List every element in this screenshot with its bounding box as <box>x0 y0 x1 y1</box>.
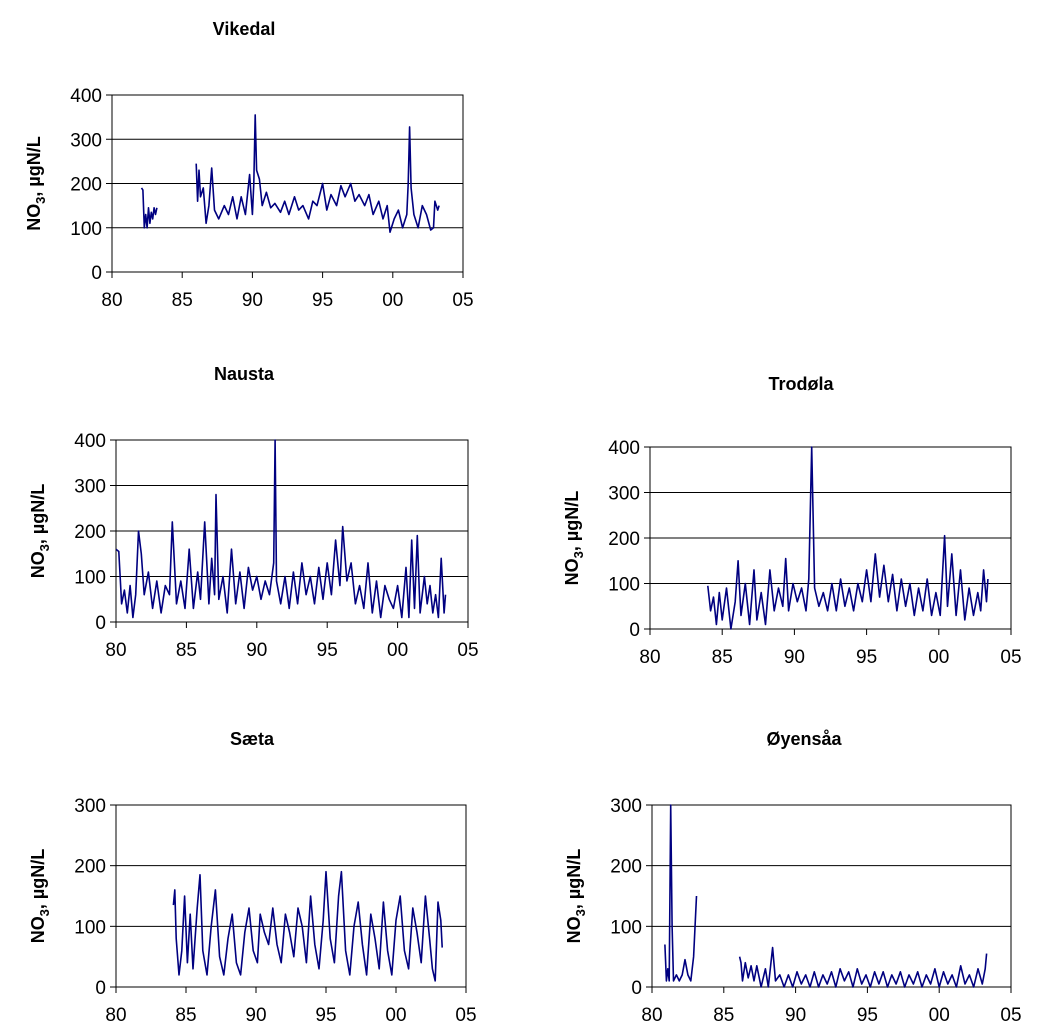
series-line <box>664 804 698 982</box>
x-tick-label: 85 <box>172 290 193 311</box>
y-tick-label: 200 <box>610 857 642 878</box>
x-tick-label: 95 <box>856 647 877 668</box>
plot-frame <box>651 804 1012 988</box>
y-tick-label: 400 <box>608 438 640 459</box>
y-tick-label: 100 <box>70 219 102 240</box>
x-tick-label: 05 <box>452 290 473 311</box>
y-tick-label: 400 <box>70 86 102 107</box>
x-tick-label: 90 <box>785 1005 806 1026</box>
y-tick-label: 300 <box>74 796 106 817</box>
x-tick-label: 80 <box>639 647 660 668</box>
x-tick-label: 90 <box>784 647 805 668</box>
x-tick-label: 80 <box>101 290 122 311</box>
y-tick-label: 0 <box>95 613 106 634</box>
chart-title: Øyensåa <box>766 729 842 749</box>
series-line <box>707 446 989 630</box>
y-tick-label: 200 <box>608 529 640 550</box>
x-tick-label: 80 <box>105 1005 126 1026</box>
x-tick-label: 90 <box>242 290 263 311</box>
x-tick-label: 85 <box>175 1005 196 1026</box>
y-axis-label: NO3, µgN/L <box>28 849 52 944</box>
y-tick-label: 400 <box>74 431 106 452</box>
x-tick-label: 05 <box>457 640 478 661</box>
series-line <box>195 114 440 233</box>
x-tick-label: 95 <box>312 290 333 311</box>
y-tick-label: 300 <box>74 477 106 498</box>
y-tick-label: 100 <box>74 917 106 938</box>
chart-3: Sæta 0 100 200 300 80 85 90 95 00 05 NO3, µgN/L <box>28 729 477 1026</box>
x-tick-label: 00 <box>929 1005 950 1026</box>
chart-0: Vikedal 0 100 200 300 400 80 85 90 95 00 05 NO3, µgN… <box>24 19 474 311</box>
x-tick-label: 80 <box>105 640 126 661</box>
x-tick-label: 05 <box>455 1005 476 1026</box>
chart-title: Nausta <box>214 364 275 384</box>
y-tick-label: 0 <box>91 263 102 284</box>
x-tick-label: 85 <box>176 640 197 661</box>
x-tick-label: 00 <box>928 647 949 668</box>
chart-title: Vikedal <box>213 19 276 39</box>
chart-4: Øyensåa 0 100 200 300 80 85 90 95 00 05 NO3, µgN/L <box>564 729 1022 1026</box>
x-tick-label: 95 <box>317 640 338 661</box>
y-axis-label: NO3, µgN/L <box>564 849 588 944</box>
y-tick-label: 0 <box>631 978 642 999</box>
x-tick-label: 00 <box>387 640 408 661</box>
y-tick-label: 100 <box>74 568 106 589</box>
y-axis-label: NO3, µgN/L <box>24 136 48 231</box>
x-tick-label: 90 <box>246 640 267 661</box>
x-tick-label: 80 <box>641 1005 662 1026</box>
plot-frame <box>115 804 467 988</box>
y-tick-label: 300 <box>70 130 102 151</box>
x-tick-label: 90 <box>245 1005 266 1026</box>
chart-title: Sæta <box>230 729 275 749</box>
series-line <box>738 946 988 988</box>
x-tick-label: 85 <box>713 1005 734 1026</box>
x-tick-label: 95 <box>315 1005 336 1026</box>
series-line <box>140 187 158 229</box>
y-tick-label: 200 <box>74 857 106 878</box>
series-line <box>116 439 447 619</box>
series-line <box>172 870 443 982</box>
y-tick-label: 200 <box>70 175 102 196</box>
plot-frame <box>111 94 464 273</box>
chart-1: Nausta 0 100 200 300 400 80 85 90 95 00 05 NO3, µgN/… <box>28 364 479 661</box>
x-tick-label: 00 <box>385 1005 406 1026</box>
x-tick-label: 85 <box>712 647 733 668</box>
y-tick-label: 100 <box>608 575 640 596</box>
x-tick-label: 05 <box>1000 647 1021 668</box>
x-tick-label: 95 <box>857 1005 878 1026</box>
y-axis-label: NO3, µgN/L <box>562 491 586 586</box>
y-axis-label: NO3, µgN/L <box>28 484 52 579</box>
chart-2: Trodøla 0 100 200 300 400 80 85 90 95 00 05 NO3, µgN… <box>562 374 1022 668</box>
x-tick-label: 00 <box>382 290 403 311</box>
y-tick-label: 300 <box>610 796 642 817</box>
y-tick-label: 0 <box>95 978 106 999</box>
y-tick-label: 100 <box>610 917 642 938</box>
plot-frame <box>115 439 469 623</box>
plot-frame <box>649 446 1012 630</box>
y-tick-label: 300 <box>608 484 640 505</box>
chart-title: Trodøla <box>768 374 834 394</box>
x-tick-label: 05 <box>1000 1005 1021 1026</box>
y-tick-label: 0 <box>629 620 640 641</box>
y-tick-label: 200 <box>74 522 106 543</box>
